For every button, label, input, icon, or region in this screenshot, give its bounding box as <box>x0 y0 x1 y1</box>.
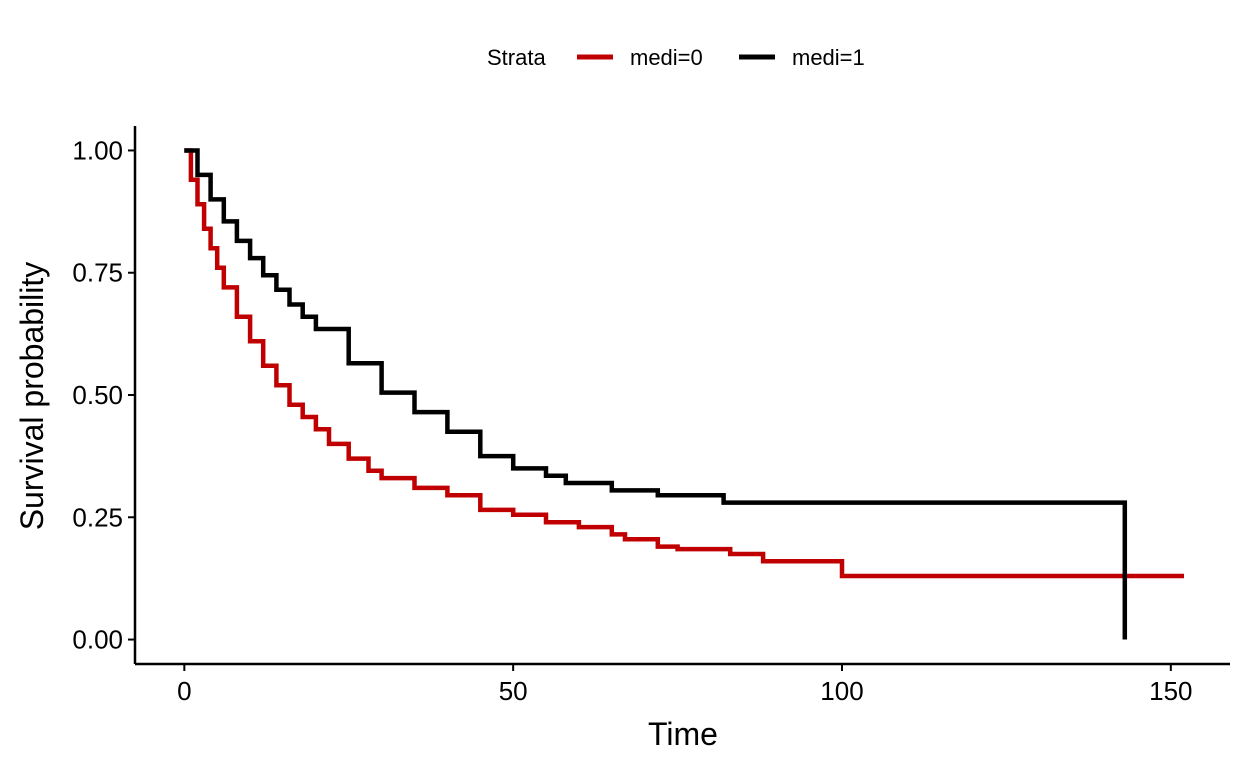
x-tick-label: 150 <box>1149 676 1192 706</box>
legend-title: Strata <box>487 45 546 70</box>
legend-label-medi-1: medi=1 <box>792 45 865 70</box>
legend-label-medi-0: medi=0 <box>630 45 703 70</box>
x-axis-title: Time <box>648 716 718 752</box>
series-line-medi-1 <box>184 148 1128 640</box>
y-tick-label: 1.00 <box>72 135 123 165</box>
y-tick-label: 0.00 <box>72 625 123 655</box>
y-axis-title: Survival probability <box>14 262 50 531</box>
series-layer <box>184 148 1184 640</box>
x-tick-label: 0 <box>177 676 191 706</box>
axes: 0.00 0.25 0.50 0.75 1.00 0 50 100 150 <box>72 126 1230 706</box>
y-tick-label: 0.25 <box>72 502 123 532</box>
y-tick-label: 0.50 <box>72 380 123 410</box>
y-tick-label: 0.75 <box>72 258 123 288</box>
x-tick-label: 50 <box>499 676 528 706</box>
x-tick-label: 100 <box>820 676 863 706</box>
series-line-medi-0 <box>184 148 1184 579</box>
legend: Strata medi=0 medi=1 <box>487 45 865 70</box>
